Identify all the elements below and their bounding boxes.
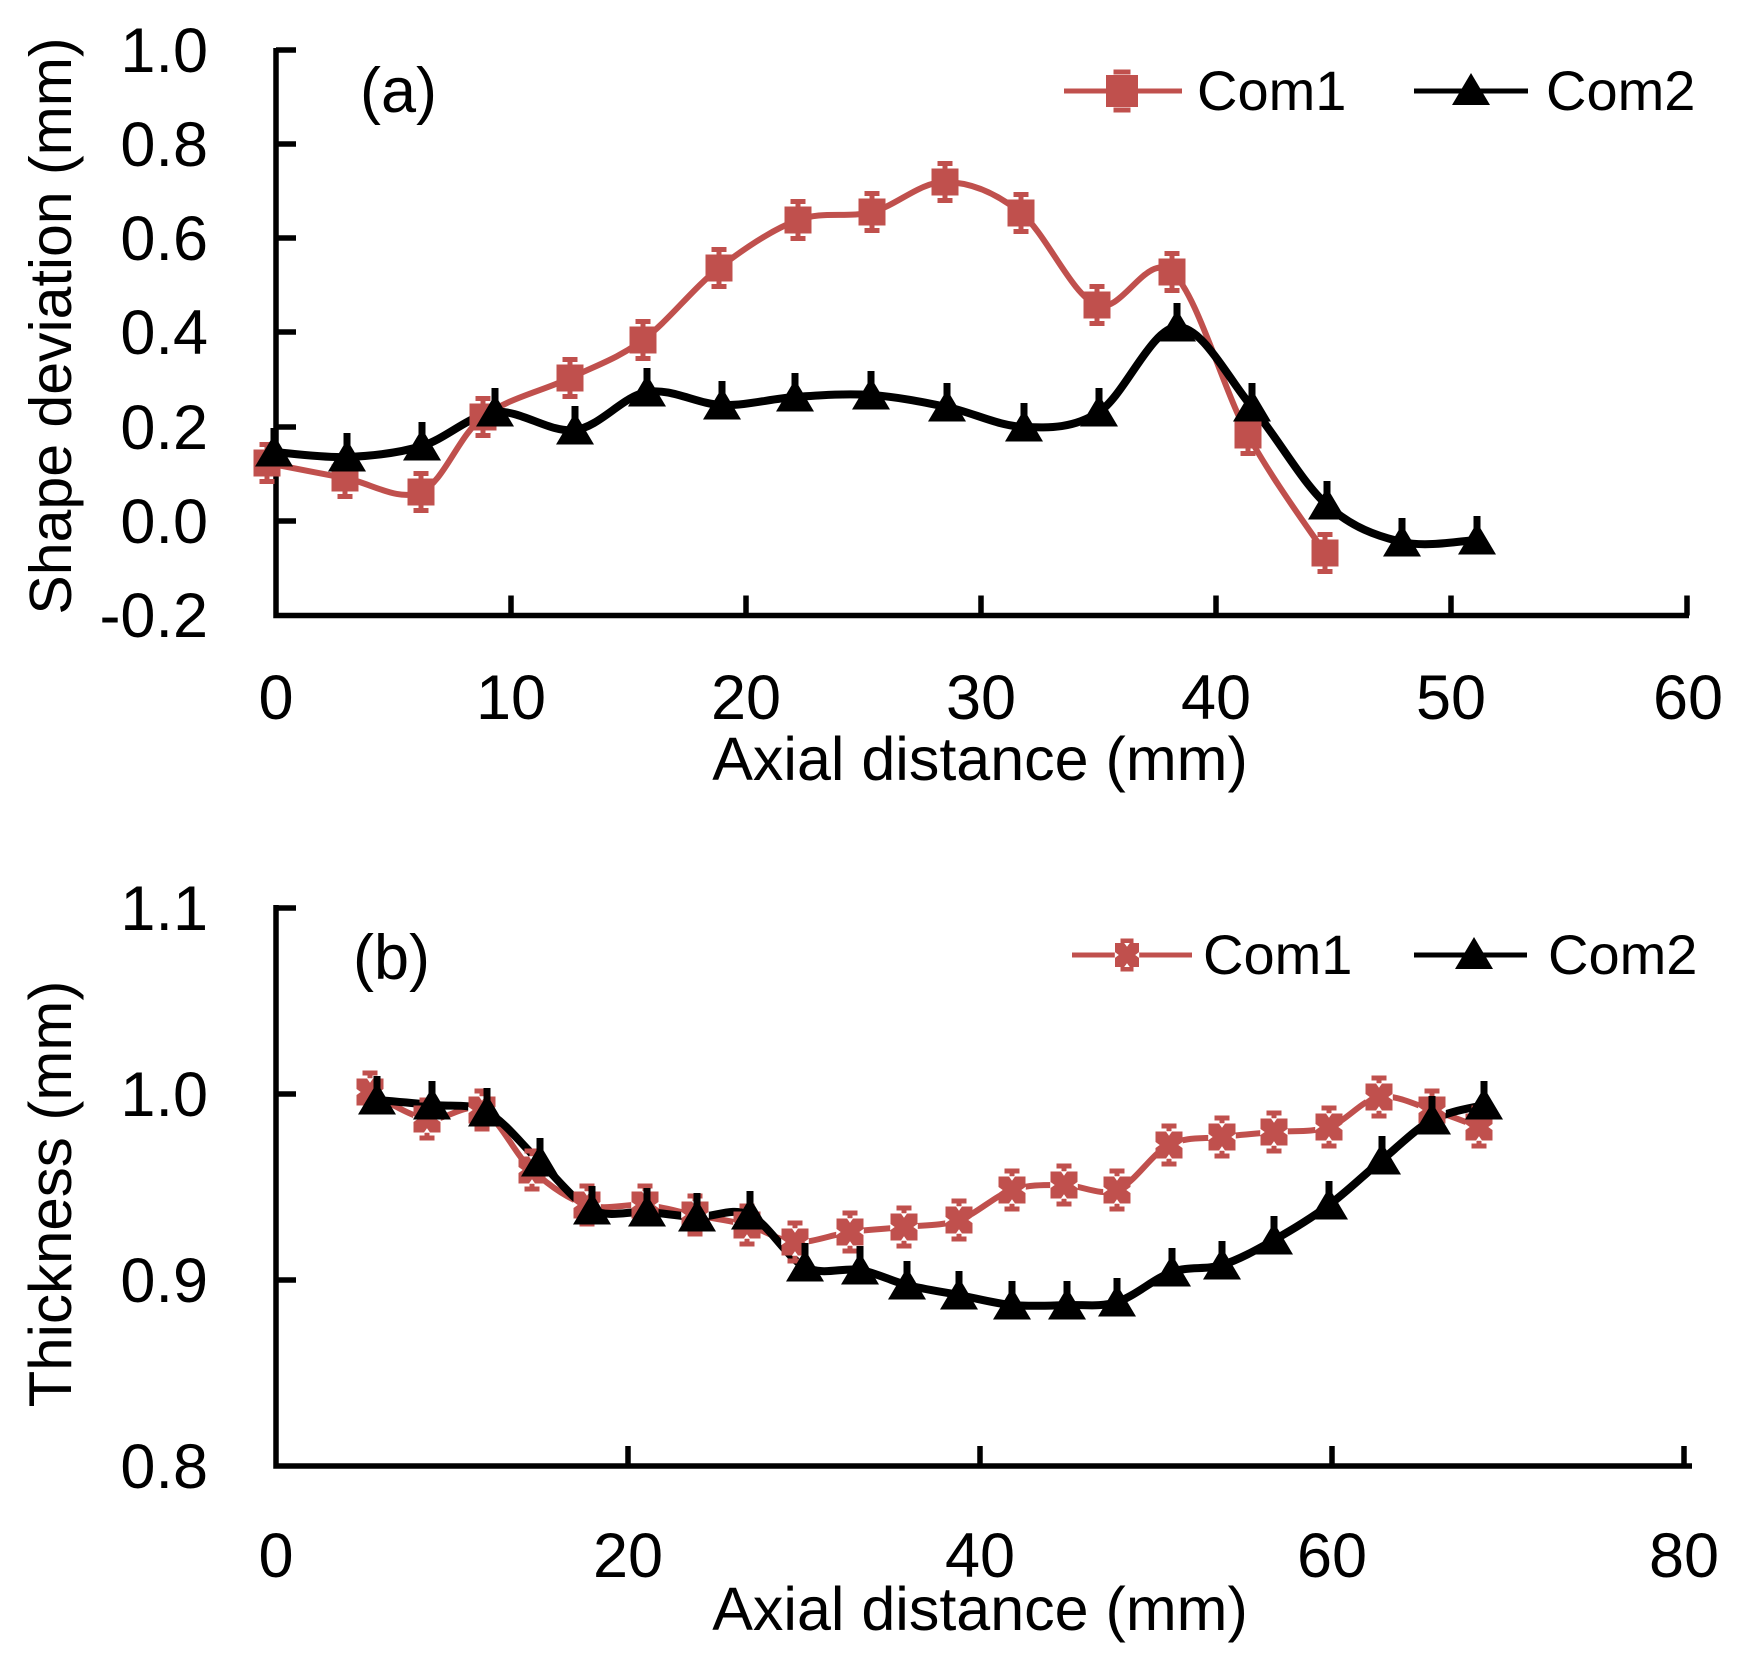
svg-text:40: 40	[1181, 663, 1251, 733]
svg-text:Axial distance (mm): Axial distance (mm)	[712, 1575, 1248, 1643]
svg-text:0.6: 0.6	[120, 204, 208, 274]
svg-text:1.0: 1.0	[120, 16, 208, 86]
svg-text:40: 40	[945, 1521, 1015, 1591]
svg-text:0.0: 0.0	[120, 487, 208, 557]
svg-text:-0.2: -0.2	[99, 581, 208, 651]
svg-text:0.2: 0.2	[120, 393, 208, 463]
svg-text:80: 80	[1649, 1521, 1719, 1591]
svg-text:0: 0	[258, 1521, 293, 1591]
svg-text:1.1: 1.1	[120, 874, 208, 944]
svg-text:0.9: 0.9	[120, 1246, 208, 1316]
svg-text:Shape deviation (mm): Shape deviation (mm)	[18, 37, 84, 614]
svg-text:30: 30	[946, 663, 1016, 733]
svg-text:0.8: 0.8	[120, 110, 208, 180]
svg-text:(b): (b)	[353, 923, 430, 993]
svg-text:60: 60	[1653, 663, 1723, 733]
svg-text:0.8: 0.8	[120, 1432, 208, 1502]
svg-text:Com2: Com2	[1546, 59, 1695, 122]
svg-text:(a): (a)	[360, 56, 437, 126]
svg-text:0: 0	[258, 663, 293, 733]
svg-text:Com1: Com1	[1197, 59, 1346, 122]
svg-text:1.0: 1.0	[120, 1060, 208, 1130]
svg-text:Com2: Com2	[1548, 923, 1697, 986]
svg-text:Com1: Com1	[1203, 923, 1352, 986]
svg-text:0.4: 0.4	[120, 298, 208, 368]
svg-text:20: 20	[711, 663, 781, 733]
svg-text:20: 20	[593, 1521, 663, 1591]
svg-text:Thickness (mm): Thickness (mm)	[17, 981, 84, 1408]
svg-text:10: 10	[476, 663, 546, 733]
svg-text:50: 50	[1416, 663, 1486, 733]
svg-text:Axial distance (mm): Axial distance (mm)	[712, 725, 1248, 793]
svg-text:60: 60	[1297, 1521, 1367, 1591]
